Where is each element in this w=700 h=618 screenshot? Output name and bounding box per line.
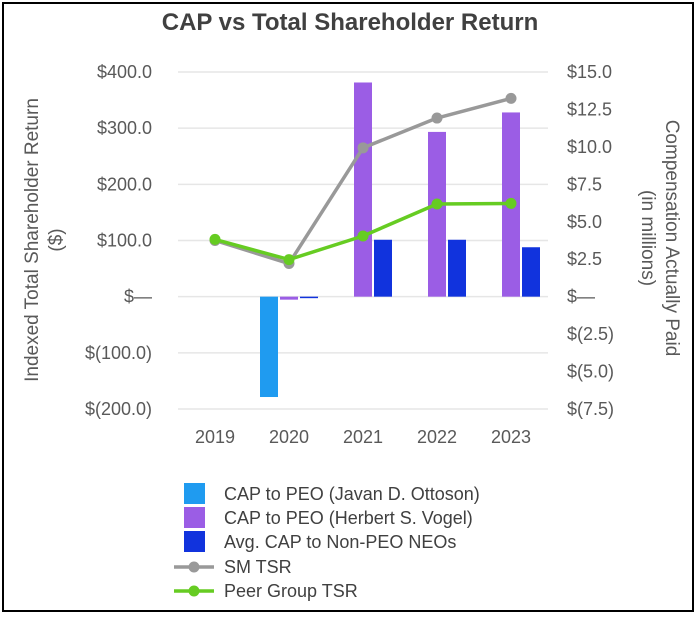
chart-title: CAP vs Total Shareholder Return [162,9,539,36]
x-tick-label: 2019 [195,427,235,447]
legend-marker [188,561,200,573]
point-1-2020 [283,254,295,266]
left-axis-label: Indexed Total Shareholder Return ($) [22,98,67,382]
left-tick-label: $300.0 [97,118,152,138]
bar-2-2021 [374,239,392,297]
point-1-2022 [431,198,443,210]
bar-2-2020 [300,296,318,299]
right-tick-label: $(2.5) [567,324,614,344]
right-tick-label: $2.5 [567,249,602,269]
legend-swatch [184,531,205,552]
legend-label: Peer Group TSR [224,581,358,601]
legend-swatch [184,483,205,504]
legend-marker [188,585,200,597]
left-tick-label: $400.0 [97,62,152,82]
right-tick-label: $10.0 [567,137,612,157]
right-axis-ticks: $15.0 $12.5 $10.0 $7.5 $5.0 $2.5 $— $(2.5) $(5.0… [567,62,614,419]
bar-2-2022 [448,239,466,297]
left-tick-label: $200.0 [97,174,152,194]
right-tick-label: $15.0 [567,62,612,82]
lines [209,92,517,270]
right-axis-label-line: (in millions) [637,190,658,286]
bar-2-2023 [522,247,540,297]
left-tick-label: $(100.0) [85,343,152,363]
point-0-2022 [431,112,443,124]
x-tick-label: 2023 [491,427,531,447]
point-1-2023 [505,197,517,209]
left-tick-label: $— [124,287,152,307]
left-axis-ticks: $400.0 $300.0 $200.0 $100.0 $— $(100.0) $(200.… [85,62,152,419]
bars [260,82,540,398]
left-axis-label-line: Indexed Total Shareholder Return [22,98,43,382]
legend-swatch [184,507,205,528]
legend-label: SM TSR [224,557,292,577]
x-tick-label: 2020 [269,427,309,447]
bar-0-2020 [260,296,278,398]
left-axis-label-line: ($) [46,228,67,251]
right-tick-label: $(7.5) [567,399,614,419]
left-tick-label: $(200.0) [85,399,152,419]
bar-1-2022 [428,131,446,297]
bar-1-2021 [354,82,372,297]
right-tick-label: $5.0 [567,212,602,232]
right-axis-label: Compensation Actually Paid(in millions) [637,120,682,357]
axis-labels: Indexed Total Shareholder Return ($) Compe… [22,98,682,382]
x-tick-label: 2022 [417,427,457,447]
right-tick-label: $12.5 [567,99,612,119]
x-tick-label: 2021 [343,427,383,447]
legend-label: CAP to PEO (Herbert S. Vogel) [224,508,473,528]
right-tick-label: $— [567,287,595,307]
left-tick-label: $100.0 [97,231,152,251]
chart-frame [2,2,694,612]
point-1-2019 [209,233,221,245]
point-0-2021 [357,142,369,154]
point-0-2023 [505,92,517,104]
right-tick-label: $(5.0) [567,362,614,382]
legend-label: CAP to PEO (Javan D. Ottoson) [224,484,480,504]
legend: CAP to PEO (Javan D. Ottoson) CAP to PEO … [174,483,480,601]
point-1-2021 [357,230,369,242]
x-axis-ticks: 2019 2020 2021 2022 2023 [195,427,531,447]
right-tick-label: $7.5 [567,174,602,194]
bar-1-2020 [280,296,298,300]
legend-label: Avg. CAP to Non-PEO NEOs [224,532,456,552]
right-axis-label-line: Compensation Actually Paid [661,120,682,357]
